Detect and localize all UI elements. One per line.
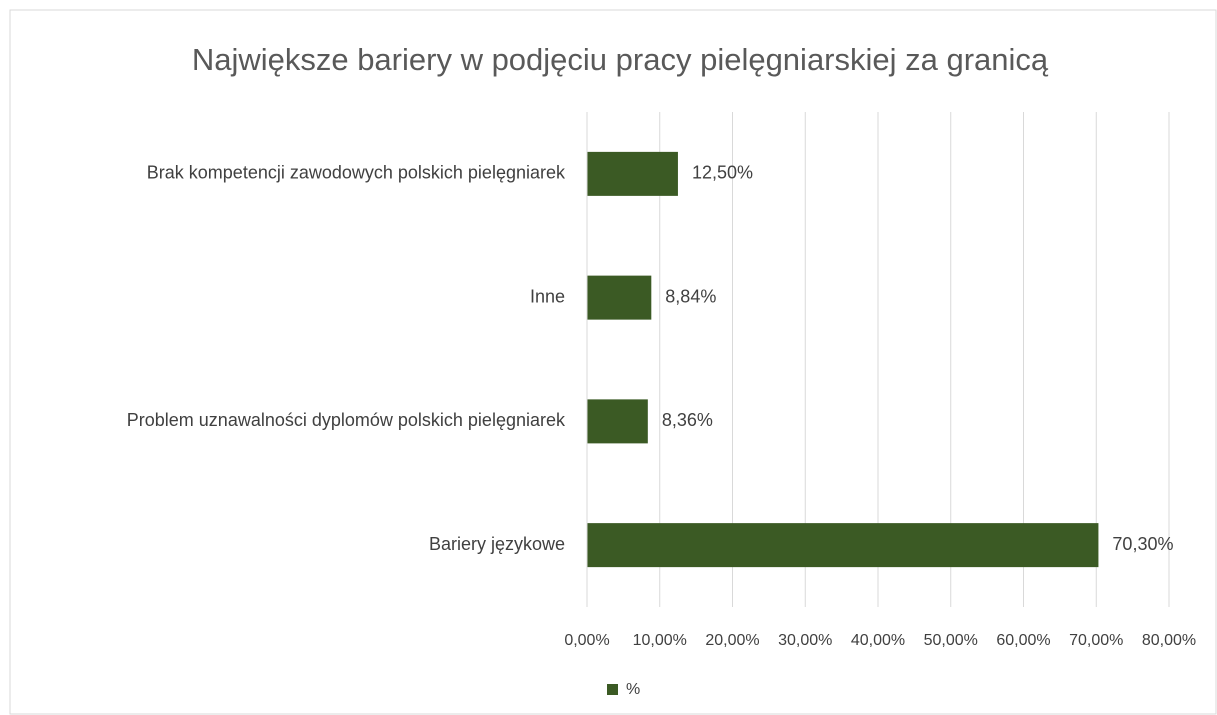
data-label: 8,84% [665,286,716,306]
data-label: 70,30% [1112,534,1173,554]
x-tick-label: 80,00% [1142,632,1196,649]
data-label: 8,36% [662,410,713,430]
y-tick-label: Problem uznawalności dyplomów polskich p… [127,410,566,430]
bar [587,151,678,196]
y-tick-label: Inne [530,286,565,306]
x-tick-label: 60,00% [996,632,1050,649]
bar [587,523,1099,568]
y-tick-label: Brak kompetencji zawodowych polskich pie… [147,163,566,183]
bar [587,275,652,320]
y-tick-label: Bariery językowe [429,534,565,554]
x-tick-label: 0,00% [564,632,609,649]
legend-swatch [607,684,618,695]
legend-label: % [626,681,640,698]
x-tick-label: 20,00% [705,632,759,649]
bar [587,399,648,444]
x-tick-label: 70,00% [1069,632,1123,649]
x-tick-label: 10,00% [633,632,687,649]
x-tick-label: 50,00% [924,632,978,649]
chart-title: Największe bariery w podjęciu pracy piel… [192,42,1049,77]
x-tick-label: 30,00% [778,632,832,649]
chart-frame [9,9,1217,715]
x-tick-label: 40,00% [851,632,905,649]
data-label: 12,50% [692,163,753,183]
